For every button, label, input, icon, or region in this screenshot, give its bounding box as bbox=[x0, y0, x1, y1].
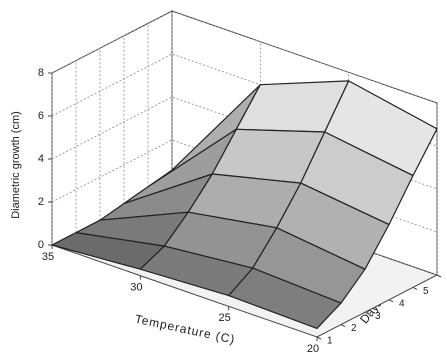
grid-line bbox=[51, 53, 438, 147]
grid-line bbox=[51, 10, 438, 104]
grid-line bbox=[51, 96, 438, 190]
y-tick bbox=[436, 274, 442, 278]
y-tick-label: 4 bbox=[399, 298, 405, 309]
grid-line bbox=[51, 139, 438, 233]
z-tick-label: 4 bbox=[38, 153, 44, 165]
y-tick-label: 1 bbox=[327, 336, 333, 347]
y-tick bbox=[364, 311, 370, 315]
z-axis-label: Diametric growth (cm) bbox=[10, 111, 22, 219]
y-tick-label: 2 bbox=[351, 323, 357, 334]
x-tick-label: 25 bbox=[219, 312, 231, 324]
y-tick bbox=[412, 286, 418, 290]
z-tick-label: 0 bbox=[38, 239, 44, 251]
z-tick-label: 6 bbox=[38, 110, 44, 122]
z-tick-label: 8 bbox=[38, 67, 44, 79]
z-tick-label: 2 bbox=[38, 196, 44, 208]
x-tick-label: 30 bbox=[130, 282, 142, 294]
y-tick bbox=[340, 324, 346, 328]
y-tick-label: 5 bbox=[423, 286, 429, 297]
y-tick bbox=[388, 299, 394, 303]
surface-patch bbox=[228, 267, 342, 329]
y-tick bbox=[316, 336, 322, 340]
x-tick-label: 35 bbox=[42, 251, 54, 263]
x-tick-label: 20 bbox=[307, 343, 319, 354]
y-tick-label: 3 bbox=[375, 311, 381, 322]
